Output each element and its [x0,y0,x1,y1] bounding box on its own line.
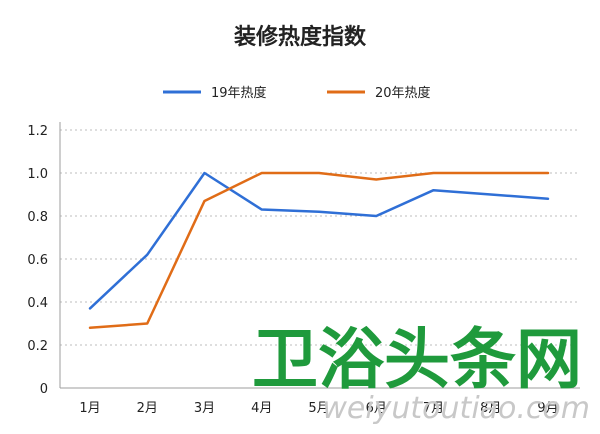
x-tick-label: 6月 [366,401,387,416]
chart-title: 装修热度指数 [234,24,367,50]
x-axis-ticks: 1月 2月 3月 4月 5月 6月 7月 8月 9月 [79,401,558,416]
chart-gridlines [60,129,580,346]
legend-label: 20年热度 [375,85,431,101]
x-tick-label: 4月 [251,401,272,416]
x-tick-label: 7月 [423,401,444,416]
legend-label: 19年热度 [211,85,267,101]
series-line-1 [88,171,550,310]
x-tick-label: 2月 [137,401,158,416]
x-tick-label: 1月 [79,401,100,416]
y-axis-ticks: 0 0.2 0.4 0.6 0.8 1.0 1.2 [27,124,48,397]
y-tick-label: 1.2 [27,124,48,139]
chart-series [88,171,550,330]
series-line-2 [88,171,550,330]
x-tick-label: 3月 [194,401,215,416]
x-tick-label: 8月 [480,401,501,416]
y-tick-label: 0 [40,382,48,397]
watermark-url-text: weiyutoutiao.com [322,391,590,426]
chart-legend: 19年热度 20年热度 [163,85,431,101]
y-tick-label: 0.8 [27,210,48,225]
y-tick-label: 0.4 [27,296,48,311]
y-tick-label: 0.6 [27,253,48,268]
x-tick-label: 9月 [537,401,558,416]
x-tick-label: 5月 [308,401,329,416]
y-tick-label: 1.0 [27,167,48,182]
watermark: 卫浴头条网 weiyutoutiao.com [252,321,590,426]
chart-axes [59,122,580,389]
watermark-logo-text: 卫浴头条网 [252,321,582,398]
y-tick-label: 0.2 [27,339,48,354]
